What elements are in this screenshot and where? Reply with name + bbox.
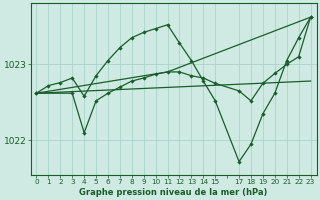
X-axis label: Graphe pression niveau de la mer (hPa): Graphe pression niveau de la mer (hPa) <box>79 188 268 197</box>
